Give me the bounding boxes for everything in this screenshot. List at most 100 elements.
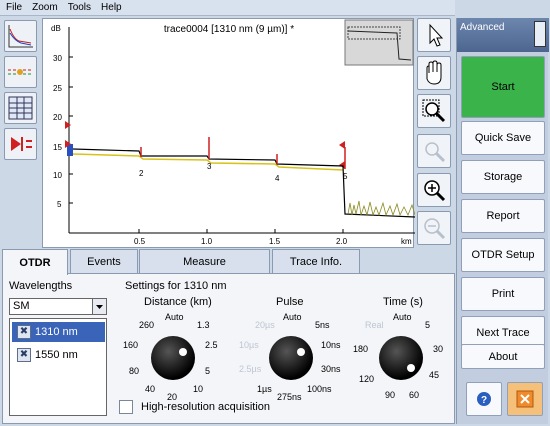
time-tick: 30 (433, 344, 444, 354)
distance-tick: 20 (167, 392, 178, 402)
close-icon (516, 390, 534, 408)
x-tick-1-0: 1.0 (201, 237, 213, 246)
trace-view-icon[interactable] (4, 20, 37, 52)
distance-tick: 10 (193, 384, 204, 394)
right-panel: Advanced Start Quick Save Storage Report… (456, 18, 549, 424)
help-icon: ? (477, 392, 491, 406)
event-label-5: 5 (343, 172, 348, 181)
menu-help[interactable]: Help (101, 2, 122, 13)
fault-finder-icon[interactable] (4, 128, 37, 160)
close-button[interactable] (507, 382, 543, 416)
event-label-3: 3 (207, 162, 212, 171)
wavelength-item-1310[interactable]: ✖ 1310 nm (12, 322, 105, 342)
pulse-knob-group: Auto 5ns 10ns 30ns 100ns 275ns 1µs 2.5µs… (239, 304, 341, 404)
pulse-tick: 5ns (315, 320, 330, 330)
time-tick: Real (365, 320, 384, 330)
wavelength-label: 1310 nm (35, 326, 78, 338)
event-label-2: 2 (139, 169, 144, 178)
time-tick: 45 (429, 370, 440, 380)
zoom-window-icon[interactable] (417, 94, 451, 128)
distance-knob[interactable] (151, 336, 195, 380)
y-tick-20: 20 (53, 113, 62, 122)
quick-save-button[interactable]: Quick Save (461, 121, 545, 155)
y-unit-label: dB (51, 24, 61, 33)
zoom-fit-icon-disabled (417, 134, 451, 168)
menu-tools[interactable]: Tools (67, 2, 92, 13)
pulse-tick: 2.5µs (239, 364, 262, 374)
pointer-icon[interactable] (417, 18, 451, 52)
distance-tick: Auto (165, 312, 184, 322)
start-button[interactable]: Start (461, 56, 545, 118)
time-tick: 60 (409, 390, 420, 400)
event-label-4: 4 (275, 174, 280, 183)
pulse-knob[interactable] (269, 336, 313, 380)
zoom-out-icon-disabled (417, 211, 451, 245)
left-toolbar (2, 18, 40, 168)
distance-tick: 1.3 (197, 320, 210, 330)
mode-header: Advanced (457, 18, 549, 52)
pulse-tick: 10µs (239, 340, 259, 350)
battery-icon (534, 21, 546, 47)
hand-pan-icon[interactable] (417, 56, 451, 90)
wavelength-item-1550[interactable]: ✖ 1550 nm (12, 345, 105, 365)
time-label: Time (s) (383, 296, 423, 308)
event-table-icon[interactable] (4, 92, 37, 124)
settings-title: Settings for 1310 nm (125, 280, 227, 292)
otdr-setup-button[interactable]: OTDR Setup (461, 238, 545, 272)
y-tick-5: 5 (57, 200, 62, 209)
menu-zoom[interactable]: Zoom (32, 2, 58, 13)
storage-button[interactable]: Storage (461, 160, 545, 194)
y-tick-10: 10 (53, 171, 62, 180)
linear-view-icon[interactable] (4, 56, 37, 88)
trace-plot: dB 30 25 20 15 10 5 0.5 1.0 1.5 2.0 km (51, 19, 415, 246)
tab-trace-info[interactable]: Trace Info. (272, 249, 360, 273)
chevron-down-icon[interactable] (92, 299, 106, 314)
x-tick-0-5: 0.5 (134, 237, 146, 246)
menu-file[interactable]: File (6, 2, 23, 13)
help-button[interactable]: ? (466, 382, 502, 416)
y-tick-30: 30 (53, 54, 62, 63)
settings-area: OTDR Events Measure Trace Info. Waveleng… (2, 249, 455, 424)
about-button[interactable]: About (461, 344, 545, 369)
tab-measure[interactable]: Measure (139, 249, 270, 273)
tab-events[interactable]: Events (70, 249, 138, 273)
time-tick: 120 (359, 374, 375, 384)
wavelength-list: ✖ 1310 nm ✖ 1550 nm (9, 318, 107, 416)
distance-tick: 80 (129, 366, 140, 376)
x-tick-2-0: 2.0 (336, 237, 348, 246)
time-knob-group: Auto 5 30 45 60 90 120 180 Real (349, 304, 449, 404)
distance-tick: 5 (205, 366, 211, 376)
y-tick-15: 15 (53, 143, 62, 152)
zoom-in-icon[interactable] (417, 173, 451, 207)
trace-title: trace0004 [1310 nm (9 µm)] * (163, 24, 295, 35)
high-resolution-label: High-resolution acquisition (141, 401, 271, 413)
time-knob[interactable] (379, 336, 423, 380)
checkbox-x-icon[interactable]: ✖ (17, 325, 31, 339)
pulse-label: Pulse (276, 296, 304, 308)
zoom-toolbar (416, 18, 454, 248)
report-button[interactable]: Report (461, 199, 545, 233)
trace-graph[interactable]: trace0004 [1310 nm (9 µm)] * dB 30 25 20… (42, 18, 415, 248)
pulse-tick: 275ns (277, 392, 302, 402)
checkbox-x-icon[interactable]: ✖ (17, 348, 31, 362)
distance-tick: 2.5 (205, 340, 218, 350)
fiber-type-value: SM (13, 300, 30, 312)
pulse-tick: 100ns (307, 384, 332, 394)
pulse-tick: Auto (283, 312, 302, 322)
otdr-tab-panel: Wavelengths SM ✖ 1310 nm ✖ 1550 nm Setti… (2, 273, 455, 424)
wavelengths-label: Wavelengths (9, 280, 73, 292)
distance-tick: 40 (145, 384, 156, 394)
high-resolution-checkbox[interactable] (119, 400, 133, 414)
fiber-type-select[interactable]: SM (9, 298, 107, 315)
time-tick: 180 (353, 344, 369, 354)
distance-label: Distance (km) (144, 296, 212, 308)
x-tick-1-5: 1.5 (269, 237, 281, 246)
distance-tick: 260 (139, 320, 155, 330)
print-button[interactable]: Print (461, 277, 545, 311)
pulse-tick: 1µs (257, 384, 272, 394)
y-tick-25: 25 (53, 84, 62, 93)
time-tick: 90 (385, 390, 396, 400)
tab-otdr[interactable]: OTDR (2, 249, 68, 275)
wavelength-label: 1550 nm (35, 349, 78, 361)
